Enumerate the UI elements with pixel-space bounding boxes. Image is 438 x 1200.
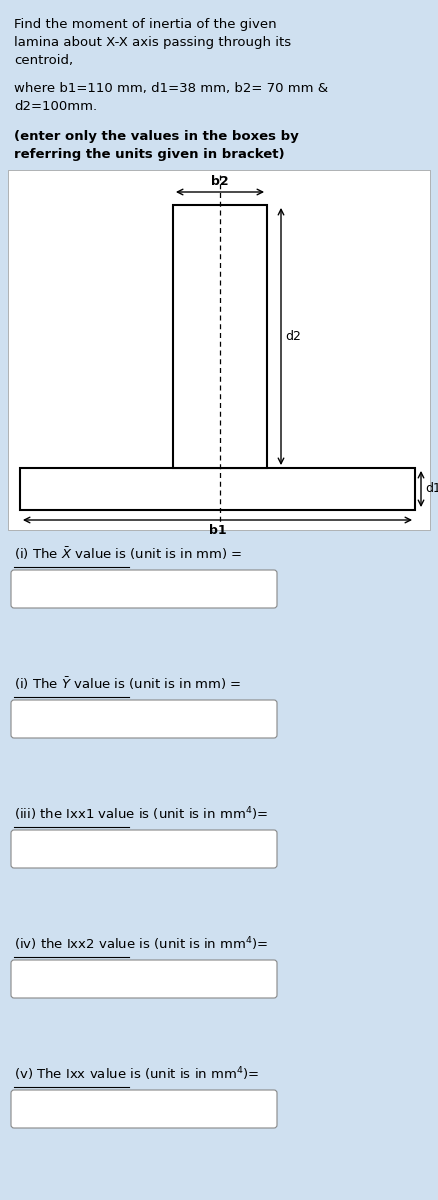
Text: d2: d2 (285, 330, 301, 343)
FancyBboxPatch shape (11, 830, 277, 868)
Text: centroid,: centroid, (14, 54, 73, 67)
Text: (i) The $\bar{X}$ value is (unit is in mm) =: (i) The $\bar{X}$ value is (unit is in m… (14, 545, 243, 562)
Text: (v) The Ixx value is (unit is in mm$^4$)=: (v) The Ixx value is (unit is in mm$^4$)… (14, 1066, 259, 1082)
Text: (enter only the values in the boxes by: (enter only the values in the boxes by (14, 130, 299, 143)
Text: (iii) the Ixx1 value is (unit is in mm$^4$)=: (iii) the Ixx1 value is (unit is in mm$^… (14, 805, 268, 823)
FancyBboxPatch shape (11, 960, 277, 998)
Text: b2: b2 (211, 175, 229, 188)
Bar (8, 170, 430, 530)
Bar (20, 468, 415, 510)
Text: b1: b1 (208, 524, 226, 538)
Text: lamina about X-X axis passing through its: lamina about X-X axis passing through it… (14, 36, 291, 49)
Text: (iv) the Ixx2 value is (unit is in mm$^4$)=: (iv) the Ixx2 value is (unit is in mm$^4… (14, 935, 268, 953)
Text: d2=100mm.: d2=100mm. (14, 100, 97, 113)
Text: referring the units given in bracket): referring the units given in bracket) (14, 148, 285, 161)
FancyBboxPatch shape (11, 700, 277, 738)
Text: Find the moment of inertia of the given: Find the moment of inertia of the given (14, 18, 277, 31)
Text: where b1=110 mm, d1=38 mm, b2= 70 mm &: where b1=110 mm, d1=38 mm, b2= 70 mm & (14, 82, 328, 95)
Text: d1: d1 (425, 482, 438, 496)
FancyBboxPatch shape (11, 570, 277, 608)
Bar (173, 205, 267, 468)
Text: (i) The $\bar{Y}$ value is (unit is in mm) =: (i) The $\bar{Y}$ value is (unit is in m… (14, 674, 241, 691)
FancyBboxPatch shape (11, 1090, 277, 1128)
